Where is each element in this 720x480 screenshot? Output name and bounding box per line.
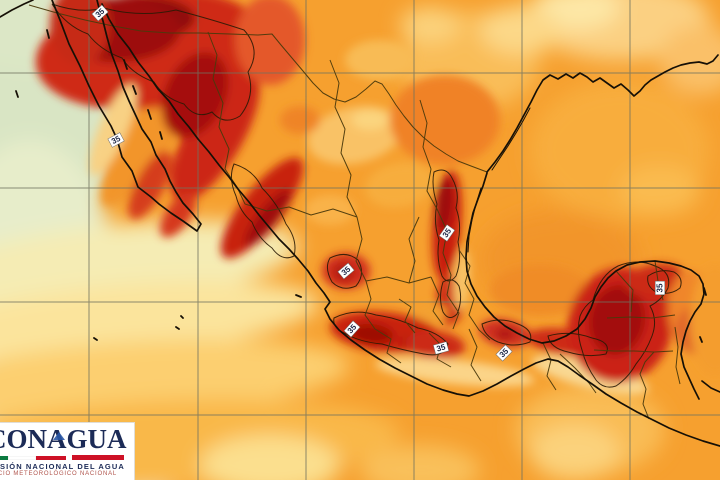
california-coast (0, 0, 34, 18)
islands (15, 29, 707, 343)
coastlines (0, 0, 720, 447)
flag-stripe-red (36, 456, 66, 460)
conagua-logo: CONAGUA COMISIÓN NACIONAL DEL AGUA SERVI… (0, 423, 134, 480)
pacific-coast (101, 3, 720, 447)
logo-red-bar (72, 455, 124, 460)
logo-tagline: SERVICIO METEOROLÓGICO NACIONAL (0, 471, 118, 477)
flag-stripe-white (8, 456, 36, 460)
isotherm-label: 35 (655, 281, 665, 295)
isotherm-contours (51, 3, 682, 388)
us-gulf-coast (486, 54, 719, 173)
texas-barrier-island (491, 107, 531, 171)
gulf-and-yucatan-coast (465, 172, 705, 400)
baja-california-coast (51, 0, 202, 232)
honduras-coast (701, 380, 720, 393)
laguna-madre-island (467, 187, 482, 253)
logo-subtitle: COMISIÓN NACIONAL DEL AGUA (0, 462, 125, 471)
water-wave-icon (53, 432, 65, 440)
flag-stripe-green (0, 456, 8, 460)
temperature-field-detail (35, 0, 720, 395)
